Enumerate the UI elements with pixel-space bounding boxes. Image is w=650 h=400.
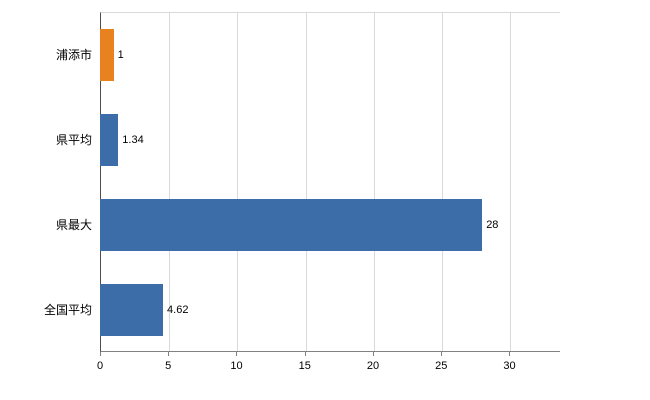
bar-value-label: 4.62 — [167, 303, 189, 316]
gridline — [373, 13, 375, 351]
x-tick-mark — [441, 352, 443, 356]
x-tick-mark — [236, 352, 238, 356]
x-tick-label: 10 — [230, 360, 243, 372]
bar-1 — [100, 113, 119, 166]
category-label-3: 全国平均 — [43, 302, 92, 317]
x-tick-mark — [168, 352, 170, 356]
category-label-0: 浦添市 — [55, 47, 92, 62]
gridline — [305, 13, 307, 351]
x-tick-label: 15 — [298, 360, 311, 372]
category-label-1: 県平均 — [55, 132, 92, 147]
x-tick-label: 5 — [165, 360, 172, 372]
gridline — [442, 13, 444, 351]
x-tick-mark — [304, 352, 306, 356]
x-tick-mark — [509, 352, 511, 356]
bar-0 — [100, 28, 114, 81]
bar-2 — [100, 198, 483, 251]
x-tick-label: 20 — [366, 360, 380, 372]
gridline — [510, 13, 512, 351]
x-tick-mark — [100, 352, 101, 356]
bar-3 — [100, 283, 164, 336]
x-tick-label: 25 — [435, 360, 448, 372]
x-tick-label: 30 — [503, 360, 516, 372]
gridline — [237, 13, 239, 351]
bar-value-label: 1.34 — [122, 133, 144, 146]
plot-area — [100, 12, 560, 352]
x-tick-label: 0 — [96, 360, 104, 372]
bar-value-label: 28 — [486, 218, 499, 231]
gridline — [169, 13, 171, 351]
category-label-2: 県最大 — [55, 217, 92, 232]
x-tick-mark — [372, 352, 374, 356]
bar-value-label: 1 — [117, 48, 124, 61]
